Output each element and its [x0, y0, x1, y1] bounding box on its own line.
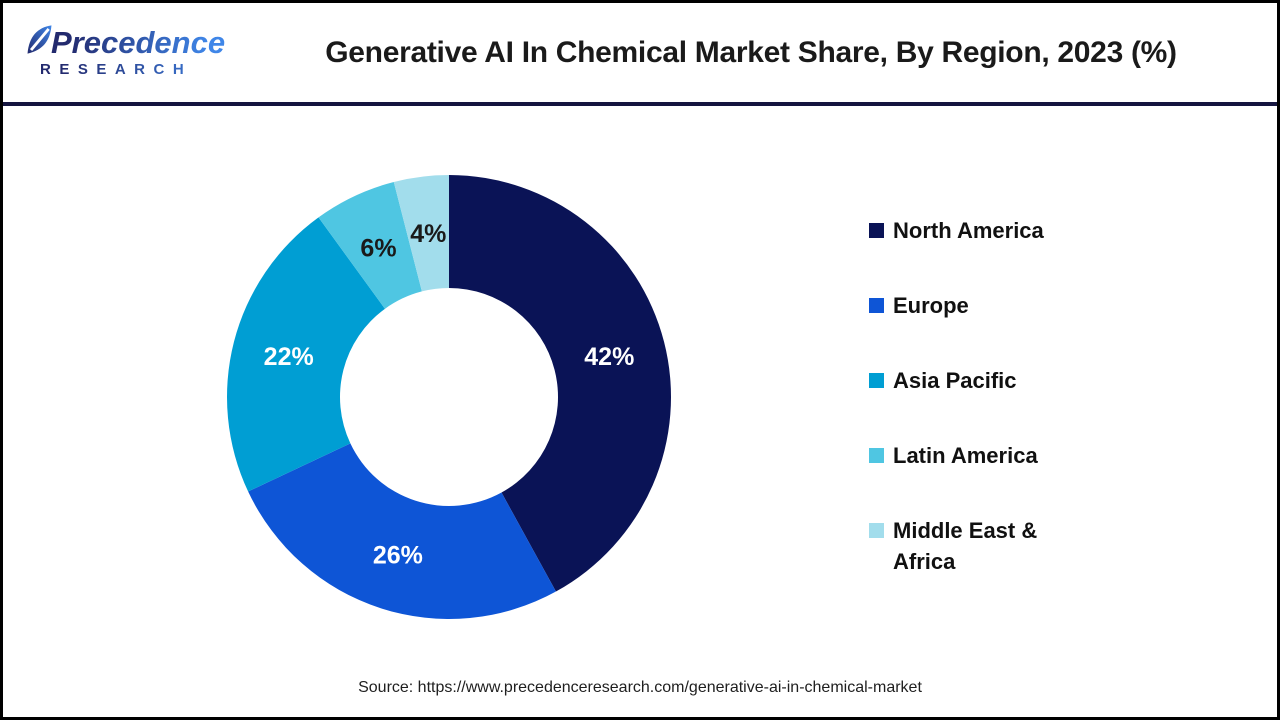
donut-value-label-latin-america: 6%: [360, 234, 396, 262]
brand-name: Precedence: [51, 25, 226, 60]
legend-swatch-europe: [869, 298, 884, 313]
donut-segment-europe: [248, 443, 556, 619]
donut-segment-north-america: [449, 175, 672, 592]
legend-swatch-latin-america: [869, 448, 884, 463]
donut-segment-asia-pacific: [227, 217, 385, 492]
donut-value-label-asia-pacific: 22%: [264, 343, 314, 371]
page-title: Generative AI In Chemical Market Share, …: [325, 35, 1177, 69]
legend-swatch-middle-east-africa: [869, 523, 884, 538]
legend-label-middle-east-africa: Middle East & Africa: [893, 518, 1038, 574]
legend-label-europe: Europe: [893, 293, 969, 318]
legend-item-europe: Europe: [869, 290, 1071, 321]
legend-label-asia-pacific: Asia Pacific: [893, 368, 1017, 393]
legend-item-middle-east-africa: Middle East & Africa: [869, 515, 1071, 577]
leaf-icon: [27, 25, 52, 54]
donut-value-label-north-america: 42%: [584, 343, 634, 371]
legend-label-north-america: North America: [893, 218, 1044, 243]
donut-chart: 42% 26% 22% 6% 4%: [227, 175, 672, 619]
legend-label-latin-america: Latin America: [893, 443, 1038, 468]
legend: North America Europe Asia Pacific Latin Ame…: [869, 215, 1071, 621]
brand-logo-row: Precedence: [25, 25, 255, 60]
header: Precedence RESEARCH Generative AI In Che…: [3, 3, 1277, 106]
legend-swatch-asia-pacific: [869, 373, 884, 388]
legend-swatch-north-america: [869, 223, 884, 238]
legend-item-north-america: North America: [869, 215, 1071, 246]
legend-item-asia-pacific: Asia Pacific: [869, 365, 1071, 396]
brand-subtitle: RESEARCH: [40, 61, 255, 78]
donut-value-label-europe: 26%: [373, 541, 423, 569]
brand-logo: Precedence RESEARCH: [3, 25, 255, 78]
donut-value-label-middle-east-africa: 4%: [410, 220, 446, 248]
legend-item-latin-america: Latin America: [869, 440, 1071, 471]
donut-segment-latin-america: [318, 181, 422, 309]
source-text: Source: https://www.precedenceresearch.c…: [358, 679, 922, 696]
donut-segment-middle-east-africa: [393, 175, 449, 292]
